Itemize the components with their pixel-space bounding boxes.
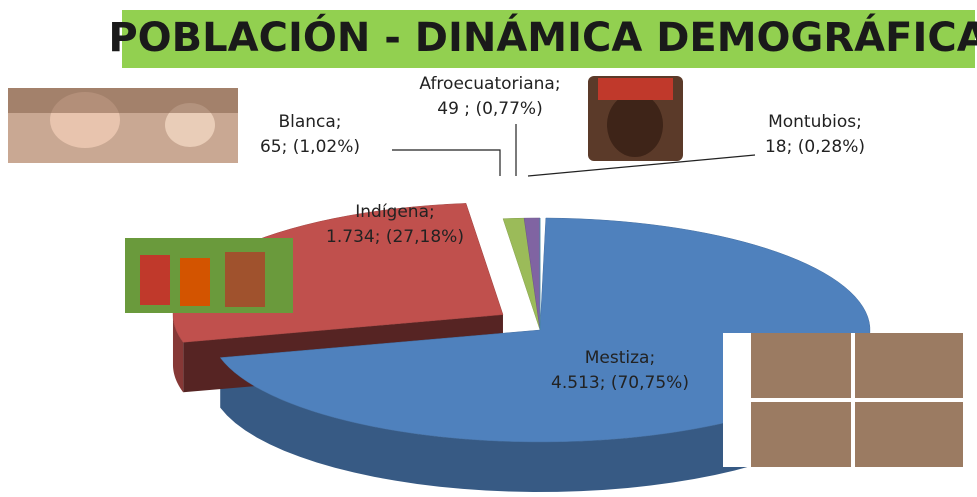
percent-label: (0,28%) [798,137,865,157]
data-label-name: Indígena; [355,202,434,222]
value-label: 18; [765,137,792,157]
chart-title: POBLACIÓN - DINÁMICA DEMOGRÁFICA [108,13,977,61]
percent-label: (70,75%) [611,373,689,393]
data-label-name: Afroecuatoriana; [419,74,560,94]
data-label-value: 65; (1,02%) [260,137,360,157]
percent-label: (0,77%) [475,99,542,119]
chart: POBLACIÓN - DINÁMICA DEMOGRÁFICA Mestiza… [0,0,977,497]
data-label-name: Blanca; [278,112,341,132]
data-label-value: 49 ; (0,77%) [437,99,542,119]
photo-faces [723,333,963,467]
value-label: 1.734; [326,227,380,247]
value-label: 49 ; [437,99,470,119]
percent-label: (1,02%) [293,137,360,157]
data-label-name: Montubios; [768,112,862,132]
leader-line [392,150,500,176]
photo-children [125,238,293,313]
percent-label: (27,18%) [386,227,464,247]
photo-afro [588,76,683,161]
data-label-value: 18; (0,28%) [765,137,865,157]
photo-girls [8,88,238,163]
data-label-value: 4.513; (70,75%) [551,373,689,393]
data-label-value: 1.734; (27,18%) [326,227,464,247]
data-label-name: Mestiza; [585,348,655,368]
value-label: 65; [260,137,287,157]
value-label: 4.513; [551,373,605,393]
